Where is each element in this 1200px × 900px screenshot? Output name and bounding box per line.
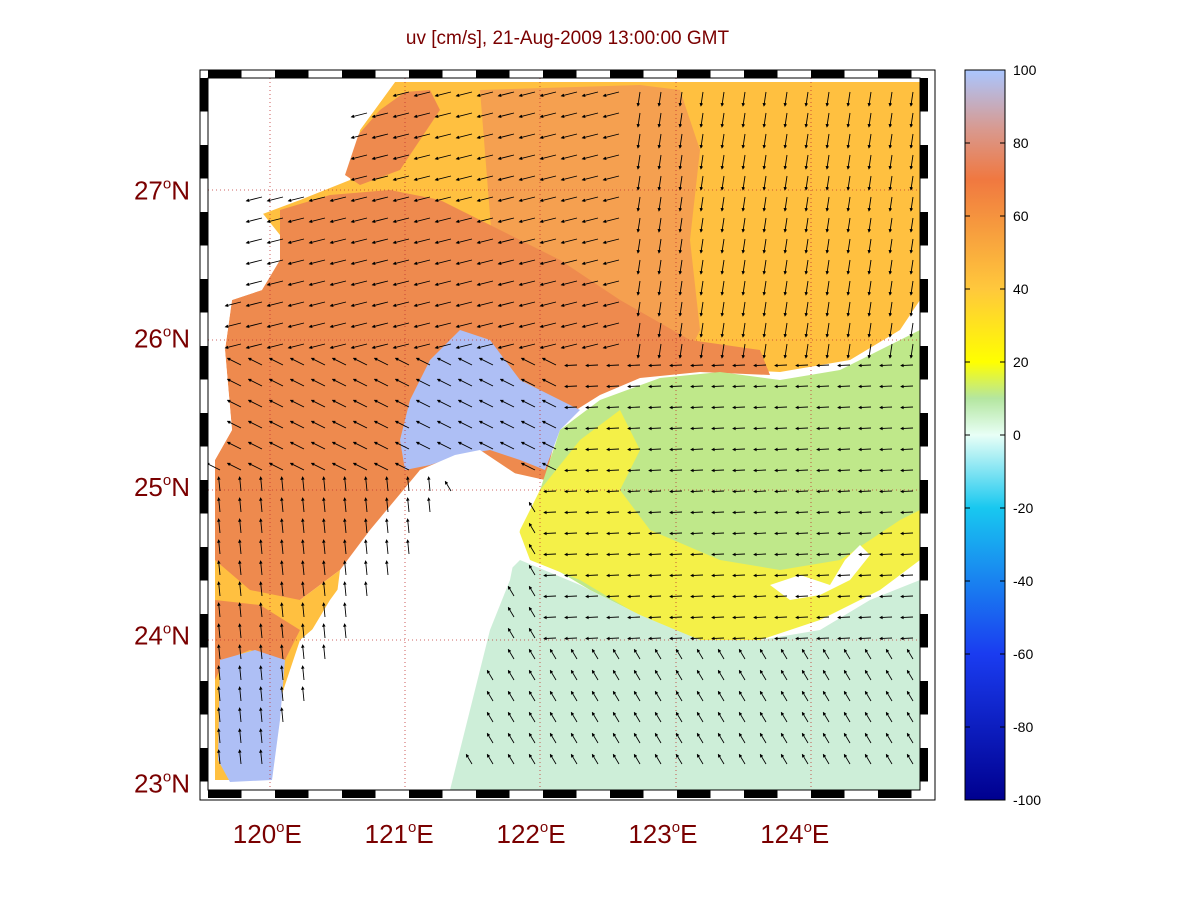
colorbar-tick-label: -80 xyxy=(1013,719,1033,735)
current-vectors xyxy=(208,91,914,765)
longitude-labels: 120oE 121oE 122oE 123oE 124oE xyxy=(233,819,829,849)
lat-label-24: 24oN xyxy=(134,620,190,650)
colorbar: 100 80 60 40 20 0 -20 -40 -60 -80 -100 xyxy=(964,62,1041,808)
ocean-speed-70-north xyxy=(345,90,440,185)
ocean-speed-100-core xyxy=(400,330,580,470)
colorbar-tick-label: 100 xyxy=(1013,62,1037,78)
ocean-speed-70-south xyxy=(215,600,300,680)
lat-label-26: 26oN xyxy=(134,324,190,354)
map-frame xyxy=(199,69,936,801)
colorbar-tick-label: 0 xyxy=(1013,427,1021,443)
lat-label-23: 23oN xyxy=(134,769,190,799)
colorbar-tick-label: 60 xyxy=(1013,208,1029,224)
mainland-land xyxy=(208,78,395,460)
colorbar-tick-label: 40 xyxy=(1013,281,1029,297)
map-title: uv [cm/s], 21-Aug-2009 13:00:00 GMT xyxy=(405,28,730,49)
island-patch xyxy=(770,545,870,600)
graticule xyxy=(208,78,920,790)
latitude-labels: 23oN 24oN 25oN 26oN 27oN xyxy=(134,175,190,798)
lon-label-120: 120oE xyxy=(233,819,302,849)
colorbar-tick-label: -100 xyxy=(1013,792,1041,808)
colorbar-tick-label: 80 xyxy=(1013,135,1029,151)
colorbar-tick-label: -40 xyxy=(1013,573,1033,589)
colorbar-ticks: 100 80 60 40 20 0 -20 -40 -60 -80 -100 xyxy=(965,62,1041,808)
frame-border-blocks xyxy=(200,70,928,798)
taiwan-land xyxy=(270,450,540,790)
map-field xyxy=(208,78,920,790)
colorbar-tick-label: 20 xyxy=(1013,354,1029,370)
lat-label-27: 27oN xyxy=(134,175,190,205)
ocean-speed-100-south xyxy=(218,650,285,782)
colorbar-tick-label: -20 xyxy=(1013,500,1033,516)
lat-label-25: 25oN xyxy=(134,472,190,502)
lon-label-122: 122oE xyxy=(496,819,565,849)
lon-label-124: 124oE xyxy=(760,819,829,849)
colorbar-tick-label: -60 xyxy=(1013,646,1033,662)
lon-label-121: 121oE xyxy=(365,819,434,849)
colorbar-ramp xyxy=(964,69,1006,801)
lon-label-123: 123oE xyxy=(628,819,697,849)
